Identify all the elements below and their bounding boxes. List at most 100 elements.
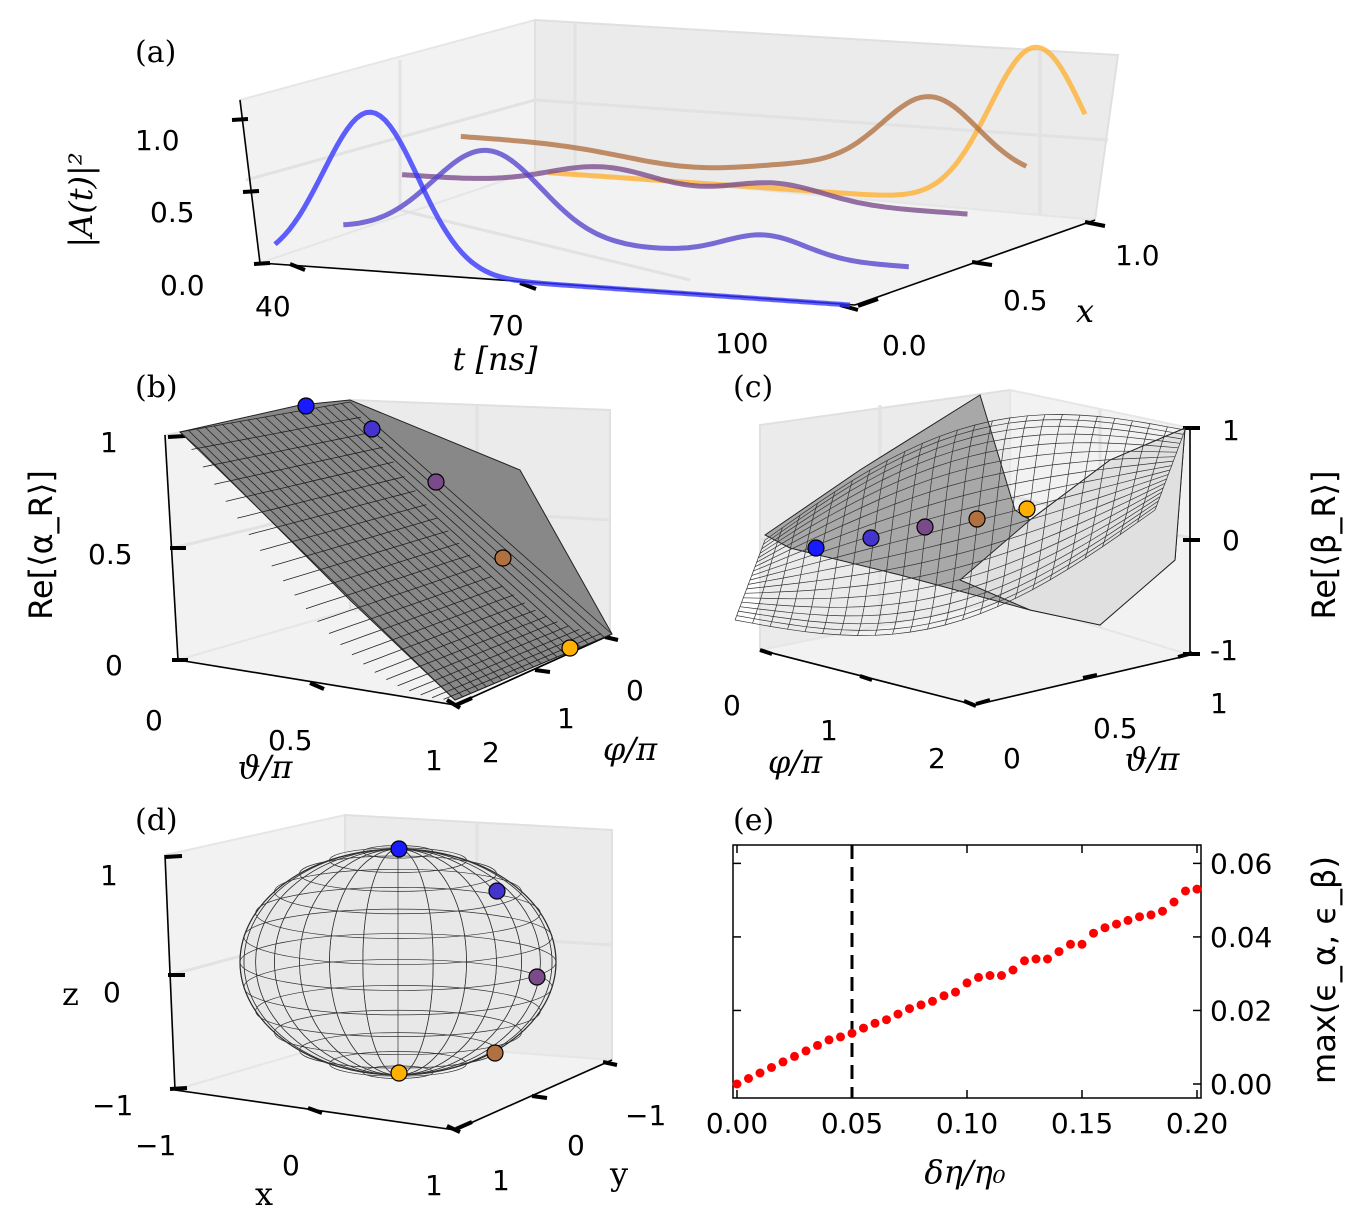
b-mesh-line [349,401,613,635]
b-surface-mesh [179,401,613,701]
c-ytick-0: 0 [1003,742,1021,775]
c-mesh-line [787,503,818,630]
e-point [1158,906,1167,916]
b-ytick-0: 0 [626,674,644,707]
e-xtick-labels: 0.00 0.05 0.10 0.15 0.20 [706,1107,1228,1140]
b-mesh-line [213,425,487,688]
c-mesh-line [979,417,1011,614]
e-point [997,971,1006,980]
b-mesh-line [294,542,460,596]
b-ytick-2: 2 [482,736,500,769]
c-xtick-0: 0 [723,689,741,722]
b-mesh-line [305,554,471,610]
c-mesh-line [857,460,888,636]
panel-a: (a) 1.0 0.5 0.0 40 70 100 0.0 0.5 1.0 |A… [62,18,1160,378]
panel-c: (c) 1 0 -1 0 1 2 0 0.5 1 Re[⟨β_R⟩] φ/π ϑ… [723,370,1343,781]
c-mesh-line [892,443,923,635]
b-mesh-line [247,419,519,674]
c-ztick-m1: -1 [1210,634,1238,667]
b-xtick-05: 0.5 [268,724,313,757]
a-zlabel: |A(t)|² [62,152,100,247]
panel-a-label: (a) [135,35,176,70]
a-ztick-1: 1.0 [135,124,180,157]
b-ylabel: φ/π [603,730,658,768]
a-tick-100: 100 [715,327,768,360]
d-xtick-m1: −1 [135,1129,176,1162]
e-point [905,1004,914,1014]
b-mesh-line [281,413,550,661]
c-mesh-line [1119,423,1151,535]
b-mesh-line [454,633,613,701]
a-tick-40: 40 [255,290,291,323]
b-mesh-line [363,602,525,665]
e-point [1066,939,1075,949]
a-curve-x-0.75 [460,94,1028,171]
b-mesh-line [202,431,372,468]
c-mesh-line [804,491,836,632]
b-mesh-line [315,407,581,648]
e-point [744,1074,753,1083]
a-ylabel: x [1076,292,1094,330]
b-mesh-line [256,418,526,671]
c-point-3 [916,518,934,536]
e-ytick-002: 0.02 [1210,994,1272,1027]
b-xtick-1: 1 [425,744,443,777]
e-point [1135,912,1144,922]
d-xtick-0: 0 [282,1149,300,1182]
c-mesh-line [1154,429,1186,511]
c-xlabel: φ/π [768,743,823,781]
b-mesh-line [225,461,394,502]
b-mesh-line [328,576,493,634]
e-point [859,1023,868,1033]
e-ytick-labels: 0.00 0.02 0.04 0.06 [1210,847,1272,1101]
b-mesh-line [282,530,449,582]
a-ztick-05: 0.5 [150,196,195,229]
c-mesh-line [944,424,976,626]
e-point [801,1046,811,1056]
e-point [1020,956,1029,966]
b-mesh-line [248,490,416,535]
a-curve-x-0 [273,109,851,308]
c-mesh-line [769,515,801,627]
panel-c-label: (c) [733,370,773,405]
b-mesh-line [307,409,574,651]
c-mesh-line [1067,416,1098,570]
d-ylabel: y [609,1155,628,1193]
c-ztick-0: 0 [1222,524,1240,557]
a-xlabel: t [ns] [452,340,538,378]
b-mesh-line [188,430,464,697]
c-zlabel: Re[⟨β_R⟩] [1305,470,1343,619]
c-point-2 [862,529,880,547]
e-point [1008,965,1018,975]
e-point [928,996,937,1006]
b-ztick-0: 0 [105,649,123,682]
e-point [985,971,995,980]
e-ytick-000: 0.00 [1210,1068,1272,1101]
e-axes-frame [732,844,1202,1099]
a-xtick-1: 1.0 [1115,239,1160,272]
b-mesh-line [205,427,479,691]
c-mesh-line [734,539,766,621]
b-mesh-line [324,406,589,645]
panel-e: 0.00 0.05 0.10 0.15 0.20 0.00 0.02 0.04 … [706,803,1343,1191]
e-ytick-004: 0.04 [1210,921,1272,954]
c-ztick-1: 1 [1222,414,1240,447]
b-mesh-line [397,621,558,687]
e-point [790,1051,799,1061]
c-ylabel: ϑ/π [1125,740,1181,778]
c-mesh-line [874,451,906,636]
e-xtick-000: 0.00 [706,1107,768,1140]
d-ztick-1: 1 [100,859,118,892]
c-mesh-line [927,429,958,630]
b-mesh-line [196,428,471,694]
b-mesh-line [290,412,558,658]
e-point [962,978,972,988]
e-point [1089,928,1098,938]
e-ylabel: max(ϵ_α, ϵ_β) [1305,856,1343,1084]
c-point-5 [1018,500,1036,518]
e-point [893,1009,903,1019]
b-mesh-line [179,431,456,701]
e-point [847,1028,857,1038]
c-mesh-line [1137,426,1168,523]
